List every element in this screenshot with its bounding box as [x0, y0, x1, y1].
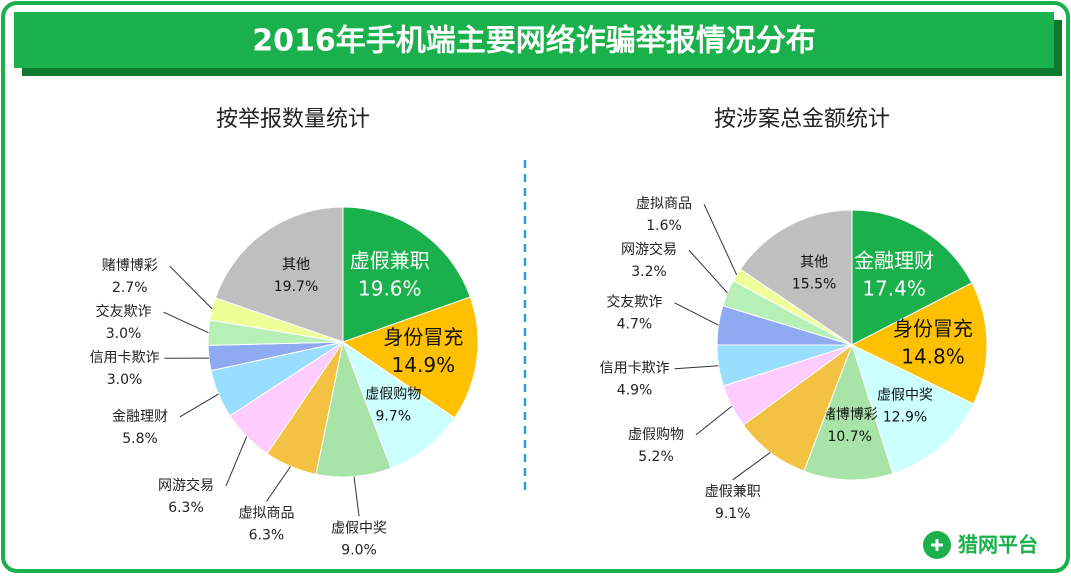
slice-label: 赌博博彩 [102, 257, 158, 274]
slice-label: 虚假中奖 [877, 386, 933, 403]
slice-label: 虚假购物 [365, 387, 421, 403]
slice-value: 15.5% [792, 276, 836, 292]
slice-value: 4.9% [617, 383, 653, 399]
slice-value: 2.7% [112, 280, 148, 296]
slice-value: 14.8% [901, 344, 965, 368]
slice-value: 9.0% [341, 542, 377, 558]
slice-label: 虚假购物 [628, 427, 684, 443]
logo-text: 猎网平台 [958, 533, 1038, 557]
slice-label: 网游交易 [621, 241, 677, 258]
slice-label: 赌博博彩 [822, 406, 878, 423]
slice-label: 虚拟商品 [636, 196, 692, 212]
chart-title: 按涉案总金额统计 [714, 107, 890, 132]
page-title: 2016年手机端主要网络诈骗举报情况分布 [252, 24, 816, 59]
slice-label: 虚假兼职 [705, 484, 761, 500]
slice-value: 17.4% [862, 276, 926, 300]
slice-label: 信用卡欺诈 [600, 361, 670, 377]
slice-label: 身份冒充 [893, 316, 973, 340]
slice-label: 金融理财 [112, 409, 168, 425]
slice-value: 6.3% [168, 500, 204, 516]
slice-value: 5.2% [638, 449, 674, 465]
slice-value: 9.7% [375, 409, 411, 425]
slice-value: 12.9% [883, 409, 927, 425]
slice-value: 4.7% [617, 317, 653, 333]
chart-title: 按举报数量统计 [216, 107, 370, 132]
slice-label: 网游交易 [158, 477, 214, 494]
slice-value: 19.6% [358, 276, 422, 300]
slice-value: 14.9% [392, 353, 456, 377]
slice-value: 19.7% [274, 279, 318, 295]
slice-label: 交友欺诈 [96, 303, 152, 320]
slice-label: 信用卡欺诈 [90, 350, 160, 366]
slice-label: 身份冒充 [383, 325, 463, 349]
slice-label: 交友欺诈 [606, 294, 662, 311]
slice-label: 金融理财 [854, 248, 934, 272]
slice-label: 其他 [282, 257, 310, 273]
slice-value: 10.7% [827, 429, 871, 445]
slice-label: 虚假兼职 [350, 248, 430, 272]
slice-label: 虚假中奖 [331, 519, 387, 536]
slice-value: 3.0% [107, 372, 143, 388]
slice-value: 3.0% [106, 326, 142, 342]
slice-value: 1.6% [646, 218, 682, 234]
slice-label: 其他 [800, 254, 828, 270]
slice-label: 虚拟商品 [238, 506, 294, 522]
slice-value: 6.3% [249, 528, 285, 544]
slice-value: 9.1% [715, 506, 751, 522]
slice-value: 3.2% [631, 264, 667, 280]
slice-value: 5.8% [122, 431, 158, 447]
